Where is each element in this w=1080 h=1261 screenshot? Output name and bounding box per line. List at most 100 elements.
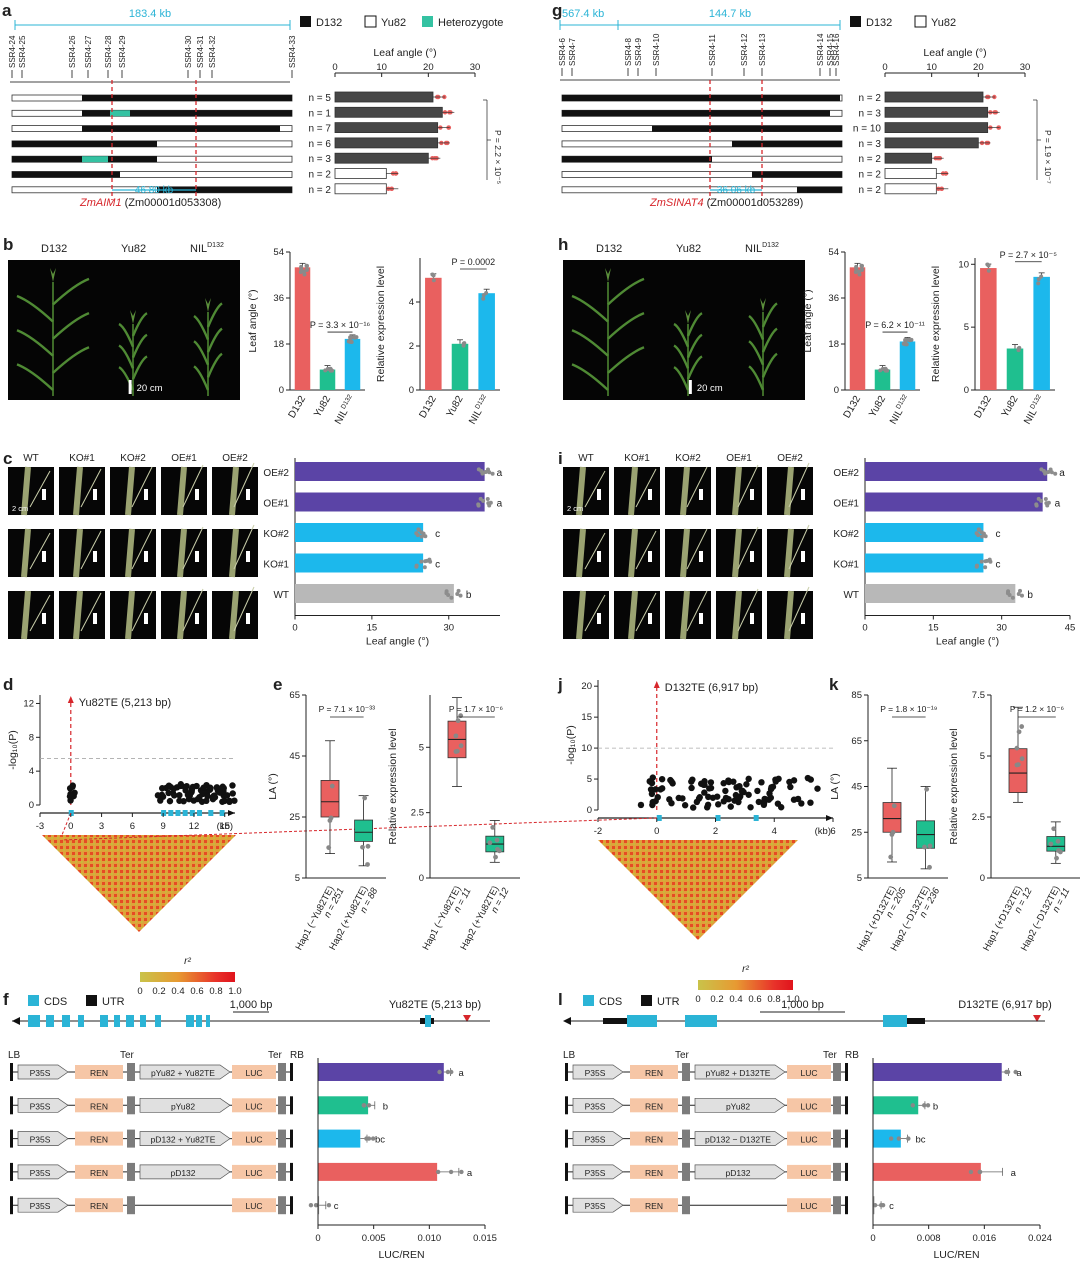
data-point [448, 1169, 454, 1175]
x-tick-label: 45 [1065, 623, 1076, 634]
y-axis-title: Relative expression level [930, 266, 942, 382]
data-point [200, 784, 207, 791]
n-label: n = 1 [308, 108, 331, 119]
ter-label: Ter [823, 1050, 838, 1061]
leaf [131, 333, 148, 359]
stalk [229, 590, 239, 640]
ren-box [75, 1065, 123, 1079]
promoter-arrow [17, 1164, 69, 1180]
data-point [366, 1103, 372, 1108]
leaf [748, 340, 765, 366]
panel-letter: a [2, 1, 12, 20]
leaf [607, 277, 645, 306]
data-point [326, 1203, 332, 1208]
leaf [607, 311, 645, 340]
p-value-label: P = 3.3 × 10⁻¹⁶ [310, 320, 371, 330]
scale-bar [699, 551, 703, 562]
significance-letter: c [334, 1201, 339, 1212]
cds-block [114, 1015, 120, 1027]
data-point [854, 264, 859, 269]
stalk [628, 466, 638, 516]
x-tick-label: 0.016 [972, 1233, 996, 1244]
promoter-label: P35S [30, 1201, 51, 1211]
ren-box [75, 1164, 123, 1179]
data-point [807, 799, 814, 806]
data-point [1036, 277, 1041, 282]
colorbar-label: 0.8 [209, 986, 222, 997]
construct-label: pYu82 + Yu82TE [151, 1068, 215, 1078]
data-point [1019, 756, 1025, 762]
y-axis-title: Leaf angle (°) [247, 289, 259, 352]
bar [334, 137, 439, 149]
data-point [790, 777, 798, 784]
terminator-box [127, 1129, 135, 1148]
cds-block [206, 1015, 210, 1027]
data-point [1051, 826, 1057, 832]
marker-label: SSR4-10 [652, 33, 661, 66]
x-tick-label: 0 [862, 623, 867, 634]
data-point [231, 797, 238, 804]
x-tick-label: 0 [332, 62, 337, 73]
scale-bar [688, 380, 692, 394]
bar [865, 492, 1043, 512]
luc-box [787, 1198, 831, 1213]
significance-letter: b [466, 590, 472, 601]
panel-letter: f [3, 990, 9, 1009]
data-point [326, 845, 332, 851]
tassel [50, 268, 56, 282]
legend-swatch [641, 995, 652, 1006]
colorbar-label: 0 [137, 986, 142, 997]
promoter-label: P35S [30, 1101, 51, 1111]
bar [318, 1063, 444, 1081]
data-point [853, 270, 858, 275]
significance-letter: a [1055, 499, 1061, 510]
plant-label: D132 [41, 243, 67, 255]
y-tick-label: 0 [29, 800, 34, 811]
colorbar-label: 0 [695, 994, 700, 1005]
te-arrow [463, 1015, 471, 1022]
x-tick-label: Yu82 [445, 394, 466, 420]
ter-label: Ter [268, 1050, 283, 1061]
panel-letter: h [558, 235, 568, 254]
significance-letter: a [497, 468, 503, 479]
marker-label: SSR4-8 [624, 37, 633, 66]
bar [451, 343, 469, 390]
x-tick-label: -3 [36, 821, 44, 832]
lb-border [565, 1196, 568, 1215]
x-tick-label: 12 [189, 821, 200, 832]
y-tick-label: 10 [958, 259, 969, 270]
data-point [720, 780, 727, 787]
scale-bar [42, 489, 46, 500]
x-tick-label: NILD132 [332, 393, 358, 426]
ren-box [75, 1098, 123, 1113]
stalk [576, 528, 586, 578]
panel-letter: e [273, 675, 282, 694]
significance-letter: a [467, 1168, 473, 1179]
rb-border [845, 1063, 848, 1081]
plant-label: Yu82 [121, 243, 146, 255]
data-point [490, 824, 496, 830]
bar [294, 267, 311, 390]
stalk [229, 528, 239, 578]
plant-label: NILD132 [745, 242, 779, 255]
stalk [21, 528, 31, 578]
cds-block [627, 1015, 657, 1027]
luc-label: LUC [245, 1068, 262, 1078]
leaf [748, 314, 765, 341]
data-point [983, 565, 988, 570]
data-point [419, 534, 424, 539]
y-tick-label: 5 [964, 322, 969, 333]
data-point [459, 1169, 464, 1175]
bar [425, 277, 442, 390]
scale-label: 20 cm [137, 383, 163, 394]
luc-label: LUC [800, 1201, 817, 1211]
data-point [1005, 1069, 1011, 1075]
cds-block [126, 1015, 134, 1027]
cds-block [425, 1015, 431, 1027]
te-arrow [67, 696, 74, 703]
column-label: KO#2 [675, 453, 701, 464]
data-point [1019, 593, 1024, 598]
leaf-blade [80, 468, 102, 508]
stalk [680, 528, 690, 578]
exon-mark [175, 810, 181, 816]
